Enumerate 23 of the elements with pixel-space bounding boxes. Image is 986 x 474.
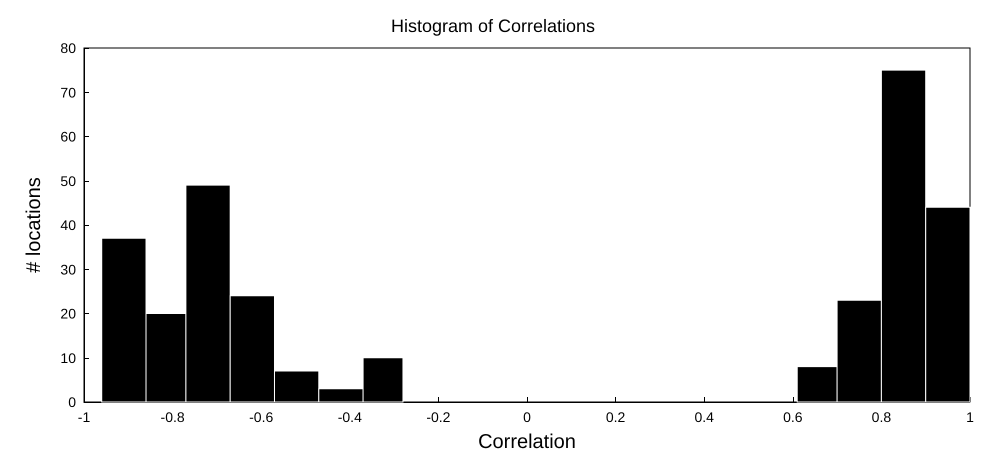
y-tick-label: 40 bbox=[60, 217, 76, 233]
y-tick-label: 60 bbox=[60, 128, 76, 144]
x-tick-label: 1 bbox=[966, 409, 974, 425]
y-tick-label: 30 bbox=[60, 261, 76, 278]
x-tick-label: -1 bbox=[78, 409, 90, 425]
y-tick-label: 50 bbox=[60, 172, 76, 189]
x-tick-label: -0.4 bbox=[338, 409, 362, 425]
x-tick-label: 0.8 bbox=[872, 409, 892, 425]
y-tick-label: 20 bbox=[60, 306, 76, 322]
x-tick-label: 0.2 bbox=[606, 409, 626, 425]
y-tick-label: 10 bbox=[60, 350, 76, 366]
x-tick-label: -0.2 bbox=[426, 409, 451, 425]
x-tick-label: 0 bbox=[523, 409, 532, 425]
chart-title: Histogram of Correlations bbox=[390, 16, 596, 36]
x-tick-label: 0.4 bbox=[694, 409, 714, 425]
y-tick-label: 70 bbox=[60, 84, 76, 100]
x-axis-title: Correlation bbox=[478, 431, 576, 453]
x-tick-label: -0.6 bbox=[249, 409, 274, 425]
y-axis-title: # locations bbox=[23, 177, 45, 273]
x-tick-label: -0.8 bbox=[160, 409, 185, 425]
x-tick-label: 0.6 bbox=[783, 409, 803, 425]
y-tick-label: 0 bbox=[68, 394, 76, 410]
y-tick-label: 80 bbox=[60, 40, 76, 56]
